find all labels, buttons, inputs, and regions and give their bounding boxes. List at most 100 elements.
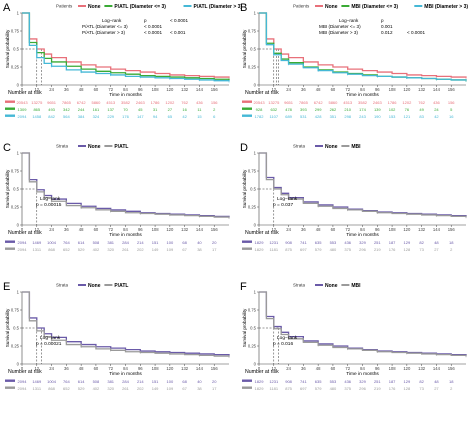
risk-count: 151	[152, 240, 159, 245]
logrank-p-value: p	[144, 18, 147, 23]
x-tick-label: 108	[389, 366, 397, 371]
risk-count: 40	[197, 379, 202, 384]
y-tick-label: 0.75	[11, 169, 20, 174]
risk-table-title: Number at risk	[245, 90, 279, 96]
risk-count: 11	[197, 107, 202, 112]
risk-count: 1786	[388, 100, 398, 105]
risk-count: 1181	[269, 386, 278, 391]
legend-label: MBI	[351, 283, 361, 289]
panel-A: A Patients None P/ATL (Diameter <= 3) P/ATL …	[3, 2, 242, 119]
risk-count: 635	[315, 240, 322, 245]
risk-count: 1782	[255, 114, 265, 119]
y-tick-label: 1	[17, 151, 20, 156]
x-tick-label: 132	[181, 227, 189, 232]
x-tick-label: 108	[152, 366, 160, 371]
y-tick-label: 0.5	[13, 187, 19, 192]
legend-label: P/ATL (Diameter <= 3)	[114, 4, 166, 10]
risk-count: 27	[434, 247, 439, 252]
risk-count: 868	[48, 386, 55, 391]
risk-count: 100	[167, 379, 174, 384]
y-tick-label: 0.5	[250, 187, 256, 192]
x-tick-label: 60	[94, 227, 99, 232]
x-tick-label: 48	[79, 366, 84, 371]
x-tick-label: 12	[34, 87, 39, 92]
risk-count: 579	[315, 247, 322, 252]
risk-count: 1231	[269, 379, 279, 384]
risk-count: 2	[450, 247, 453, 252]
risk-count: 6742	[77, 100, 87, 105]
risk-count: 68	[182, 240, 187, 245]
risk-count: 156	[448, 100, 455, 105]
risk-count: 20543	[253, 100, 265, 105]
risk-count: 393	[300, 107, 307, 112]
risk-count: 436	[344, 379, 351, 384]
risk-count: 129	[404, 379, 411, 384]
risk-count: 480	[330, 386, 337, 391]
risk-row-swatch	[5, 247, 15, 250]
risk-count: 875	[285, 386, 292, 391]
x-axis-label: Time in months	[346, 92, 379, 98]
risk-count: 219	[374, 386, 381, 391]
risk-count: 27	[434, 386, 439, 391]
x-tick-label: 96	[138, 366, 143, 371]
risk-count: 320	[107, 386, 114, 391]
x-tick-label: 144	[433, 227, 441, 232]
risk-count: 153	[389, 114, 396, 119]
risk-count: 13275	[31, 100, 43, 105]
logrank-text: Log−rank	[40, 335, 61, 341]
risk-count: 614	[78, 379, 85, 384]
risk-count: 1469	[32, 240, 42, 245]
risk-count: 1786	[151, 100, 161, 105]
y-tick-label: 0.5	[250, 326, 256, 331]
x-tick-label: 24	[286, 366, 291, 371]
risk-count: 635	[315, 379, 322, 384]
risk-count: 251	[374, 240, 381, 245]
risk-row-swatch	[5, 386, 15, 389]
risk-count: 18	[449, 379, 454, 384]
risk-count: 1202	[165, 100, 175, 105]
risk-count: 17	[212, 386, 217, 391]
logrank-text: Log−rank	[277, 335, 298, 341]
risk-count: 9651	[284, 100, 294, 105]
risk-count: 3582	[121, 100, 131, 105]
risk-count: 82	[419, 379, 424, 384]
panel-letter: A	[3, 2, 11, 14]
logrank-p-value: < 0.0001	[144, 30, 162, 35]
y-tick-label: 1	[17, 290, 20, 295]
x-tick-label: 84	[360, 87, 365, 92]
risk-count: 868	[48, 247, 55, 252]
panel-letter: F	[240, 281, 247, 293]
risk-count: 176	[389, 386, 396, 391]
risk-count: 564	[63, 114, 70, 119]
risk-count: 329	[359, 240, 366, 245]
x-tick-label: 156	[211, 227, 219, 232]
risk-row-swatch	[242, 247, 252, 250]
y-tick-label: 0.25	[11, 344, 20, 349]
risk-count: 324	[93, 114, 100, 119]
legend-title: Strata	[293, 144, 306, 149]
risk-row-swatch	[242, 114, 252, 117]
x-tick-label: 84	[123, 366, 128, 371]
legend-label: P/ATL	[114, 283, 128, 289]
x-tick-label: 36	[301, 366, 306, 371]
x-axis-label: Time in months	[109, 371, 142, 377]
x-tick-label: 108	[152, 87, 160, 92]
risk-count: 697	[300, 247, 307, 252]
risk-count: 6	[213, 114, 216, 119]
risk-count: 20	[212, 379, 217, 384]
risk-count: 20	[212, 240, 217, 245]
risk-count: 262	[330, 107, 337, 112]
risk-count: 7865	[62, 100, 72, 105]
panel-B: B Patients None MBI (Diameter <= 3) MBI (Dia…	[240, 2, 468, 119]
risk-count: 67	[182, 247, 187, 252]
y-axis-label: Survival probability	[242, 308, 247, 347]
risk-count: 428	[315, 114, 322, 119]
legend-title: Patients	[56, 4, 73, 9]
risk-count: 42	[182, 114, 187, 119]
x-tick-label: 72	[345, 366, 350, 371]
risk-count: 1004	[47, 379, 57, 384]
risk-count: 384	[78, 114, 85, 119]
risk-count: 436	[344, 240, 351, 245]
survival-curve	[22, 291, 230, 357]
x-tick-label: 48	[316, 227, 321, 232]
